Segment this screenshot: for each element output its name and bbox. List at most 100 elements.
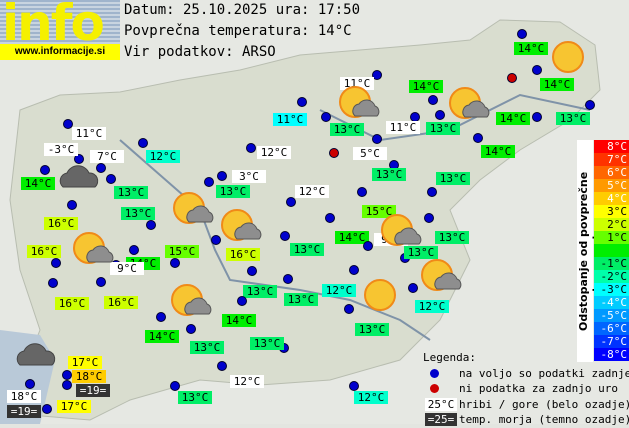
station-dot[interactable] <box>237 296 247 306</box>
station-temperature[interactable]: =19= <box>76 384 110 397</box>
station-temperature[interactable]: 14°C <box>481 145 515 158</box>
station-temperature[interactable]: 13°C <box>216 185 250 198</box>
station-dot[interactable] <box>48 278 58 288</box>
station-dot[interactable] <box>297 97 307 107</box>
station-temperature[interactable]: 13°C <box>284 293 318 306</box>
station-dot[interactable] <box>363 241 373 251</box>
station-temperature[interactable]: 13°C <box>426 122 460 135</box>
station-dot[interactable] <box>204 177 214 187</box>
station-temperature[interactable]: 11°C <box>72 127 106 140</box>
station-dot[interactable] <box>283 274 293 284</box>
station-temperature[interactable]: 12°C <box>322 284 356 297</box>
station-dot[interactable] <box>62 370 72 380</box>
station-dot[interactable] <box>211 235 221 245</box>
station-temperature[interactable]: 16°C <box>55 297 89 310</box>
station-temperature[interactable]: 13°C <box>290 243 324 256</box>
station-temperature[interactable]: 13°C <box>190 341 224 354</box>
station-dot[interactable] <box>96 277 106 287</box>
station-temperature[interactable]: 14°C <box>514 42 548 55</box>
station-temperature[interactable]: 12°C <box>146 150 180 163</box>
station-dot[interactable] <box>247 266 257 276</box>
station-temperature[interactable]: 17°C <box>68 356 102 369</box>
station-temperature[interactable]: 14°C <box>496 112 530 125</box>
station-dot[interactable] <box>435 110 445 120</box>
station-dot[interactable] <box>517 29 527 39</box>
station-dot[interactable] <box>372 134 382 144</box>
station-temperature[interactable]: 13°C <box>250 337 284 350</box>
station-temperature[interactable]: 14°C <box>540 78 574 91</box>
station-dot[interactable] <box>74 154 84 164</box>
station-temperature[interactable]: 13°C <box>243 285 277 298</box>
station-temperature[interactable]: 16°C <box>44 217 78 230</box>
station-temperature[interactable]: 13°C <box>114 186 148 199</box>
station-dot[interactable] <box>357 187 367 197</box>
station-temperature[interactable]: 3°C <box>232 170 266 183</box>
station-dot[interactable] <box>156 312 166 322</box>
station-dot[interactable] <box>170 381 180 391</box>
station-temperature[interactable]: 15°C <box>362 205 396 218</box>
station-dot[interactable] <box>585 100 595 110</box>
station-temperature[interactable]: 14°C <box>145 330 179 343</box>
station-dot[interactable] <box>51 258 61 268</box>
station-temperature[interactable]: 14°C <box>335 231 369 244</box>
station-temperature[interactable]: 16°C <box>104 296 138 309</box>
station-temperature[interactable]: 11°C <box>386 121 420 134</box>
station-dot[interactable] <box>170 258 180 268</box>
station-temperature[interactable]: 13°C <box>556 112 590 125</box>
station-temperature[interactable]: 13°C <box>404 246 438 259</box>
station-dot[interactable] <box>532 112 542 122</box>
station-dot[interactable] <box>246 143 256 153</box>
station-temperature[interactable]: =19= <box>7 405 41 418</box>
station-temperature[interactable]: 13°C <box>121 207 155 220</box>
station-temperature[interactable]: 9°C <box>110 262 144 275</box>
station-temperature[interactable]: 16°C <box>27 245 61 258</box>
station-temperature[interactable]: -3°C <box>44 143 78 156</box>
station-temperature[interactable]: 12°C <box>257 146 291 159</box>
station-temperature[interactable]: 17°C <box>57 400 91 413</box>
station-temperature[interactable]: 14°C <box>409 80 443 93</box>
station-temperature[interactable]: 13°C <box>355 323 389 336</box>
station-temperature[interactable]: 14°C <box>21 177 55 190</box>
station-dot[interactable] <box>146 220 156 230</box>
no-data-dot[interactable] <box>507 73 517 83</box>
station-dot[interactable] <box>280 231 290 241</box>
station-dot[interactable] <box>42 404 52 414</box>
station-dot[interactable] <box>217 171 227 181</box>
logo[interactable]: info www.informacije.si <box>0 0 120 60</box>
station-temperature[interactable]: 11°C <box>273 113 307 126</box>
station-temperature[interactable]: 14°C <box>222 314 256 327</box>
station-temperature[interactable]: 5°C <box>353 147 387 160</box>
station-temperature[interactable]: 13°C <box>178 391 212 404</box>
station-temperature[interactable]: 12°C <box>354 391 388 404</box>
station-temperature[interactable]: 13°C <box>435 231 469 244</box>
station-dot[interactable] <box>424 213 434 223</box>
station-dot[interactable] <box>106 174 116 184</box>
station-dot[interactable] <box>67 200 77 210</box>
station-temperature[interactable]: 15°C <box>165 245 199 258</box>
station-dot[interactable] <box>25 379 35 389</box>
station-temperature[interactable]: 7°C <box>90 150 124 163</box>
station-dot[interactable] <box>129 245 139 255</box>
logo-url[interactable]: www.informacije.si <box>0 44 120 60</box>
station-dot[interactable] <box>321 112 331 122</box>
station-dot[interactable] <box>63 119 73 129</box>
station-dot[interactable] <box>217 361 227 371</box>
station-temperature[interactable]: 13°C <box>436 172 470 185</box>
station-temperature[interactable]: 16°C <box>226 248 260 261</box>
no-data-dot[interactable] <box>329 148 339 158</box>
station-dot[interactable] <box>372 70 382 80</box>
station-dot[interactable] <box>473 133 483 143</box>
station-dot[interactable] <box>349 381 359 391</box>
station-temperature[interactable]: 18°C <box>7 390 41 403</box>
station-dot[interactable] <box>186 324 196 334</box>
station-dot[interactable] <box>62 380 72 390</box>
station-dot[interactable] <box>286 197 296 207</box>
station-temperature[interactable]: 12°C <box>295 185 329 198</box>
station-temperature[interactable]: 13°C <box>330 123 364 136</box>
station-temperature[interactable]: 13°C <box>372 168 406 181</box>
station-dot[interactable] <box>325 213 335 223</box>
station-temperature[interactable]: 18°C <box>72 370 106 383</box>
station-dot[interactable] <box>532 65 542 75</box>
station-dot[interactable] <box>96 163 106 173</box>
station-dot[interactable] <box>344 304 354 314</box>
